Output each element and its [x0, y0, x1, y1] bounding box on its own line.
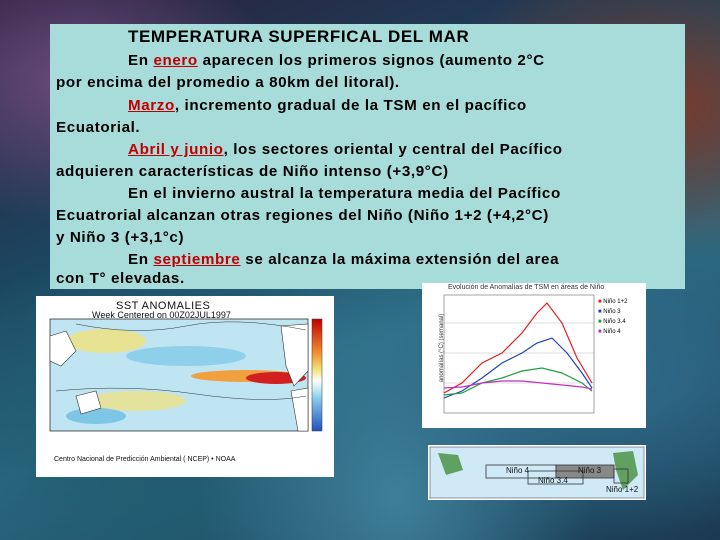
series-nino4 [443, 380, 593, 390]
p1-line2: por encima del promedio a 80km del litor… [56, 74, 400, 91]
slide-title: TEMPERATURA SUPERFICAL DEL MAR [128, 27, 470, 46]
nino-anomaly-chart: Evolución de Anomalías de TSM en áreas d… [422, 283, 646, 428]
kw-abril-junio: Abril y junio [128, 141, 224, 158]
kw-septiembre: septiembre [153, 251, 241, 268]
sst-map-title: SST ANOMALIES [116, 300, 211, 312]
sst-map-source: Centro Nacional de Predicción Ambiental … [54, 456, 236, 463]
series-nino3 [443, 337, 593, 399]
kw-marzo: Marzo [128, 97, 175, 114]
p4-line2: Ecuatrorial alcanzan otras regiones del … [56, 207, 549, 224]
regions-graphic [429, 446, 645, 499]
chart-title: Evolución de Anomalías de TSM en áreas d… [448, 284, 605, 291]
label-nino34: Niño 3.4 [538, 476, 568, 485]
label-nino3: Niño 3 [578, 466, 602, 475]
nino-regions-map: Niño 4 Niño 3 Niño 3.4 Niño 1+2 [428, 445, 646, 500]
legend-item: ■ Niño 3 [598, 309, 621, 315]
legend-item: ■ Niño 1+2 [598, 299, 628, 305]
p5-line2: con T° elevadas. [56, 270, 185, 287]
label-nino12: Niño 1+2 [606, 485, 639, 494]
legend-item: ■ Niño 4 [598, 329, 621, 335]
p4-line1: En el invierno austral la temperatura me… [128, 185, 561, 202]
label-nino4: Niño 4 [506, 466, 530, 475]
text-panel [50, 24, 685, 289]
legend-item: ■ Niño 3.4 [598, 319, 626, 325]
sst-map-graphic [49, 318, 323, 432]
chart-plot [443, 294, 595, 414]
p3-line2: adquieren características de Niño intens… [56, 163, 449, 180]
series-nino12 [443, 302, 593, 394]
p4-line3: y Niño 3 (+3,1°c) [56, 229, 185, 246]
p5-line1: En septiembre se alcanza la máxima exten… [128, 251, 560, 268]
p3-line1: Abril y junio, los sectores oriental y c… [128, 141, 563, 158]
kw-enero: enero [153, 52, 198, 69]
p2-line2: Ecuatorial. [56, 119, 141, 136]
p2-line1: Marzo, incremento gradual de la TSM en e… [128, 97, 527, 114]
series-nino34 [443, 367, 593, 396]
sst-anomaly-map: SST ANOMALIES Week Centered on 00Z02JUL1… [36, 296, 334, 477]
chart-legend: ■ Niño 1+2 ■ Niño 3 ■ Niño 3.4 ■ Niño 4 [598, 297, 627, 337]
p1-line1: En enero aparecen los primeros signos (a… [128, 52, 545, 69]
sst-map-subtitle: Week Centered on 00Z02JUL1997 [92, 310, 231, 320]
